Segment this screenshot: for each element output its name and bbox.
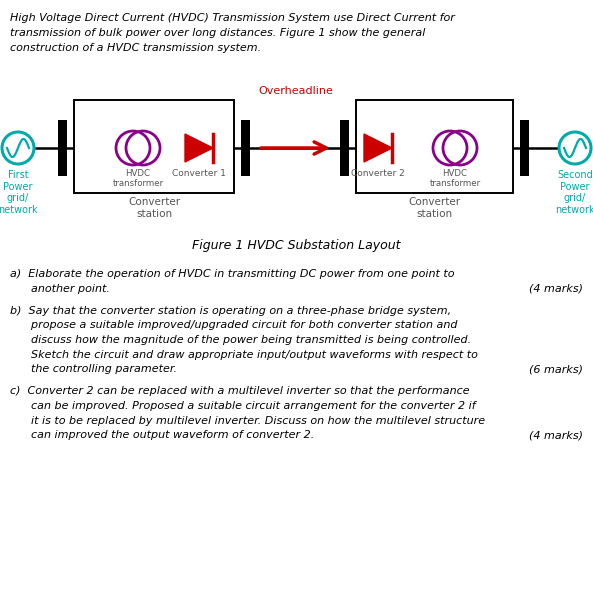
Bar xyxy=(356,100,513,193)
Text: can improved the output waveform of converter 2.: can improved the output waveform of conv… xyxy=(10,430,314,440)
Text: another point.: another point. xyxy=(10,283,110,294)
Text: b)  Say that the converter station is operating on a three-phase bridge system,: b) Say that the converter station is ope… xyxy=(10,306,451,316)
Text: (4 marks): (4 marks) xyxy=(529,430,583,440)
Polygon shape xyxy=(185,134,213,162)
Text: Converter
station: Converter station xyxy=(128,197,180,219)
Text: transmission of bulk power over long distances. Figure 1 show the general: transmission of bulk power over long dis… xyxy=(10,28,425,38)
Text: HVDC
transformer: HVDC transformer xyxy=(113,169,164,189)
Text: propose a suitable improved/upgraded circuit for both converter station and: propose a suitable improved/upgraded cir… xyxy=(10,320,458,330)
Text: Overheadline: Overheadline xyxy=(258,86,333,96)
Bar xyxy=(340,120,349,176)
Text: Converter 1: Converter 1 xyxy=(172,169,226,178)
Text: can be improved. Proposed a suitable circuit arrangement for the converter 2 if: can be improved. Proposed a suitable cir… xyxy=(10,401,476,411)
Polygon shape xyxy=(364,134,392,162)
Bar xyxy=(520,120,529,176)
Text: c)  Converter 2 can be replaced with a multilevel inverter so that the performan: c) Converter 2 can be replaced with a mu… xyxy=(10,387,470,397)
Text: a)  Elaborate the operation of HVDC in transmitting DC power from one point to: a) Elaborate the operation of HVDC in tr… xyxy=(10,269,454,279)
Text: Converter 2: Converter 2 xyxy=(351,169,405,178)
Bar xyxy=(74,100,234,193)
Bar xyxy=(241,120,250,176)
Text: First
Power
grid/
network: First Power grid/ network xyxy=(0,170,38,215)
Text: Second
Power
grid/
network: Second Power grid/ network xyxy=(555,170,593,215)
Text: discuss how the magnitude of the power being transmitted is being controlled.: discuss how the magnitude of the power b… xyxy=(10,335,471,345)
Text: (6 marks): (6 marks) xyxy=(529,364,583,374)
Text: HVDC
transformer: HVDC transformer xyxy=(429,169,480,189)
Text: the controlling parameter.: the controlling parameter. xyxy=(10,364,177,374)
Text: (4 marks): (4 marks) xyxy=(529,283,583,294)
Text: Sketch the circuit and draw appropriate input/output waveforms with respect to: Sketch the circuit and draw appropriate … xyxy=(10,349,478,359)
Text: Converter
station: Converter station xyxy=(409,197,461,219)
Text: Figure 1 HVDC Substation Layout: Figure 1 HVDC Substation Layout xyxy=(192,239,401,252)
Bar xyxy=(58,120,67,176)
Text: construction of a HVDC transmission system.: construction of a HVDC transmission syst… xyxy=(10,43,261,53)
Text: it is to be replaced by multilevel inverter. Discuss on how the multilevel struc: it is to be replaced by multilevel inver… xyxy=(10,416,485,426)
Text: High Voltage Direct Current (HVDC) Transmission System use Direct Current for: High Voltage Direct Current (HVDC) Trans… xyxy=(10,13,455,23)
